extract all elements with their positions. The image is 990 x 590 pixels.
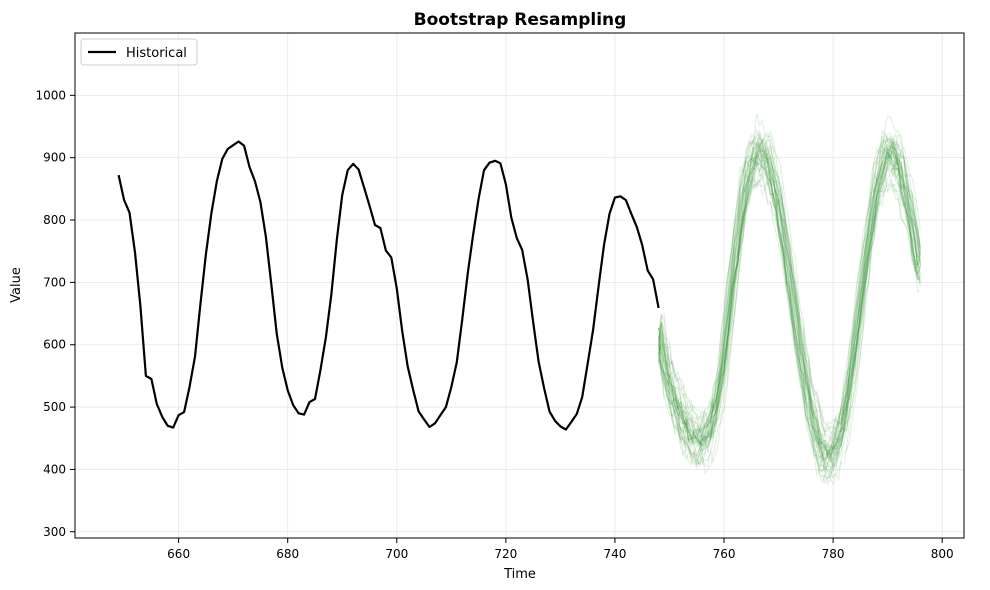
bootstrap-sample-line	[658, 136, 921, 456]
x-tick-label: 740	[603, 547, 626, 561]
bootstrap-sample-line	[658, 130, 921, 456]
bootstrap-sample-line	[658, 137, 921, 485]
bootstrap-sample-line	[658, 128, 921, 456]
y-axis-label: Value	[9, 267, 24, 303]
y-tick-label: 1000	[35, 88, 66, 102]
bootstrap-sample-line	[658, 145, 921, 457]
x-tick-label: 680	[276, 547, 299, 561]
x-tick-label: 780	[822, 547, 845, 561]
legend-historical-label: Historical	[126, 46, 187, 61]
bootstrap-sample-line	[658, 129, 921, 470]
bootstrap-sample-line	[658, 141, 921, 442]
bootstrap-sample-line	[658, 172, 921, 461]
bootstrap-sample-line	[658, 178, 921, 458]
bootstrap-sample-line	[658, 143, 921, 449]
y-tick-label: 800	[43, 213, 66, 227]
bootstrap-sample-line	[658, 159, 921, 460]
bootstrap-sample-line	[658, 167, 921, 463]
bootstrap-sample-line	[658, 137, 921, 486]
bootstrap-sample-line	[658, 147, 921, 470]
x-tick-label: 800	[931, 547, 954, 561]
bootstrap-sample-line	[658, 146, 921, 473]
bootstrap-sample-line	[658, 167, 921, 436]
legend-box	[80, 38, 198, 66]
x-tick-label: 720	[494, 547, 517, 561]
bootstrap-sample-line	[658, 134, 921, 481]
y-tick-label: 700	[43, 275, 66, 289]
bootstrap-sample-line	[658, 156, 921, 458]
x-tick-label: 660	[167, 547, 190, 561]
bootstrap-sample-line	[658, 141, 921, 457]
bootstrap-sample-line	[658, 154, 921, 433]
grid-lines	[75, 33, 964, 538]
x-tick-label: 760	[713, 547, 736, 561]
bootstrap-sample-line	[658, 148, 921, 462]
y-tick-label: 300	[43, 525, 66, 539]
bootstrap-sample-line	[658, 136, 921, 463]
y-tick-label: 900	[43, 151, 66, 165]
chart-title: Bootstrap Resampling	[414, 10, 627, 30]
plot-frame	[74, 32, 965, 539]
bootstrap-sample-line	[658, 144, 921, 433]
x-axis-label: Time	[503, 567, 536, 582]
bootstrap-sample-line	[658, 176, 921, 453]
historical-series-line	[117, 140, 660, 431]
bootstrap-sample-line	[658, 139, 921, 477]
bootstrap-sample-line	[658, 139, 921, 470]
bootstrap-sample-line	[658, 138, 921, 482]
bootstrap-sample-line	[658, 154, 921, 458]
y-tick-label: 600	[43, 338, 66, 352]
bootstrap-samples	[658, 113, 921, 486]
bootstrap-sample-line	[658, 149, 921, 430]
bootstrap-sample-line	[658, 133, 921, 465]
historical-series-group	[117, 140, 660, 431]
x-axis-ticks: 660 680 700 720 740 760 780 800	[167, 538, 954, 561]
bootstrap-sample-line	[658, 156, 921, 450]
bootstrap-sample-line	[658, 146, 921, 477]
bootstrap-sample-line	[658, 142, 921, 448]
bootstrap-sample-line	[658, 152, 921, 449]
legend: Historical	[80, 38, 198, 66]
bootstrap-sample-line	[658, 143, 921, 463]
bootstrap-sample-line	[658, 153, 921, 467]
bootstrap-sample-line	[658, 149, 921, 485]
y-axis-ticks: 300 400 500 600 700 800 900 1000	[35, 88, 75, 539]
y-tick-label: 400	[43, 462, 66, 476]
y-tick-label: 500	[43, 400, 66, 414]
x-tick-label: 700	[385, 547, 408, 561]
bootstrap-sample-line	[658, 113, 921, 473]
bootstrap-sample-line	[658, 129, 921, 464]
bootstrap-sample-line	[658, 135, 921, 459]
